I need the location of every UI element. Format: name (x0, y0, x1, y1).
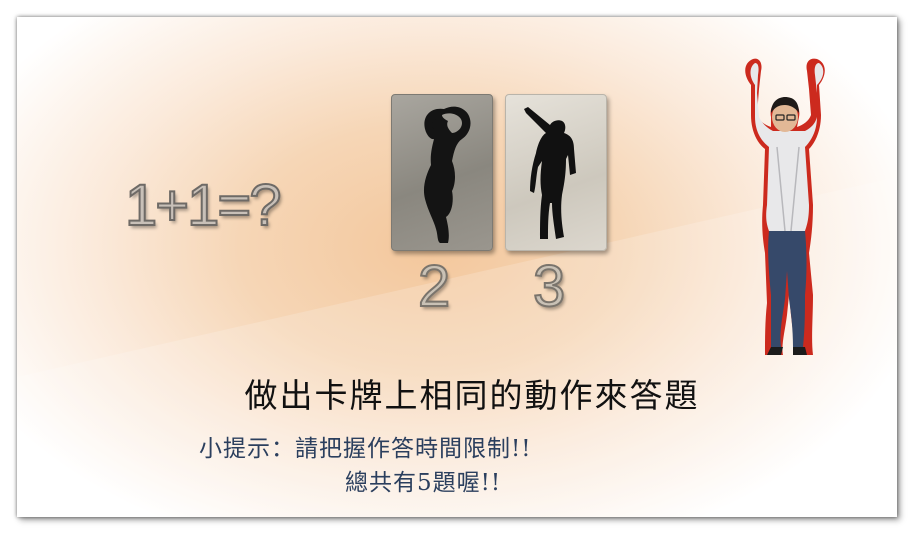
pose-silhouette-arms-overhead (423, 106, 471, 243)
hint-question-count: 總共有5題喔!! (345, 470, 502, 496)
hint-time-limit: 小提示：請把握作答時間限制!! (199, 436, 532, 462)
pose-silhouette-pointing-up (524, 107, 576, 239)
math-question: 1+1=? (124, 172, 283, 239)
answer-card-2 (391, 94, 493, 251)
game-screen: 1+1=? 2 3 做出卡牌上相同的動作來答題 小提示：請把握作答時間限制!! … (17, 17, 897, 517)
card-label-3: 3 (532, 253, 566, 320)
player-camera-cutout (745, 58, 825, 355)
background-diagonal-band (17, 177, 897, 517)
card-label-2: 2 (417, 253, 451, 320)
answer-card-3 (505, 94, 607, 251)
instruction-text: 做出卡牌上相同的動作來答題 (244, 376, 700, 415)
